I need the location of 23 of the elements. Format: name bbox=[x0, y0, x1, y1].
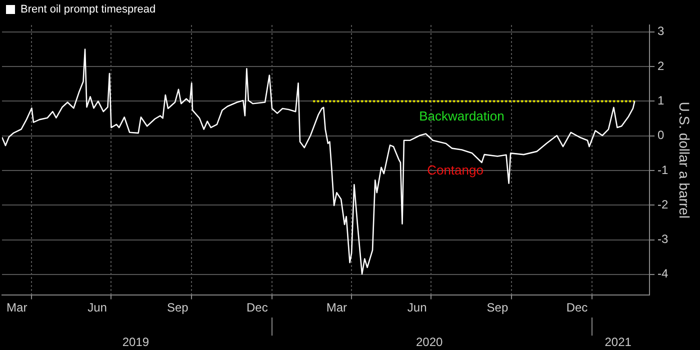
annotation: Backwardation bbox=[419, 108, 504, 124]
y-axis-title: U.S. dollar a barrel bbox=[676, 102, 693, 218]
x2-tick-label: 2020 bbox=[416, 335, 443, 350]
legend-label: Brent oil prompt timespread bbox=[20, 4, 156, 16]
y-tick-label: 1 bbox=[658, 94, 665, 108]
annotation: Contango bbox=[427, 162, 484, 178]
y-tick-label: -1 bbox=[658, 162, 669, 177]
x-tick-label: Dec bbox=[566, 300, 588, 315]
x2-tick-label: 2021 bbox=[604, 335, 632, 350]
y-tick-label: 2 bbox=[658, 58, 665, 73]
x-tick-label: Mar bbox=[326, 300, 348, 315]
x-tick-label: Sep bbox=[486, 300, 508, 315]
y-tick-label: 3 bbox=[658, 24, 665, 38]
x-tick-label: Jun bbox=[407, 300, 427, 315]
x2-tick-label: 2019 bbox=[122, 335, 150, 350]
x-tick-label: Sep bbox=[166, 300, 189, 315]
x-tick-label: Mar bbox=[6, 300, 28, 315]
y-tick-label: -4 bbox=[658, 266, 669, 281]
y-tick-label: 0 bbox=[658, 128, 665, 142]
x-tick-label: Jun bbox=[88, 300, 107, 315]
y-tick-label: -3 bbox=[658, 232, 669, 246]
y-tick-label: -2 bbox=[658, 197, 669, 212]
x-tick-label: Dec bbox=[246, 300, 268, 315]
